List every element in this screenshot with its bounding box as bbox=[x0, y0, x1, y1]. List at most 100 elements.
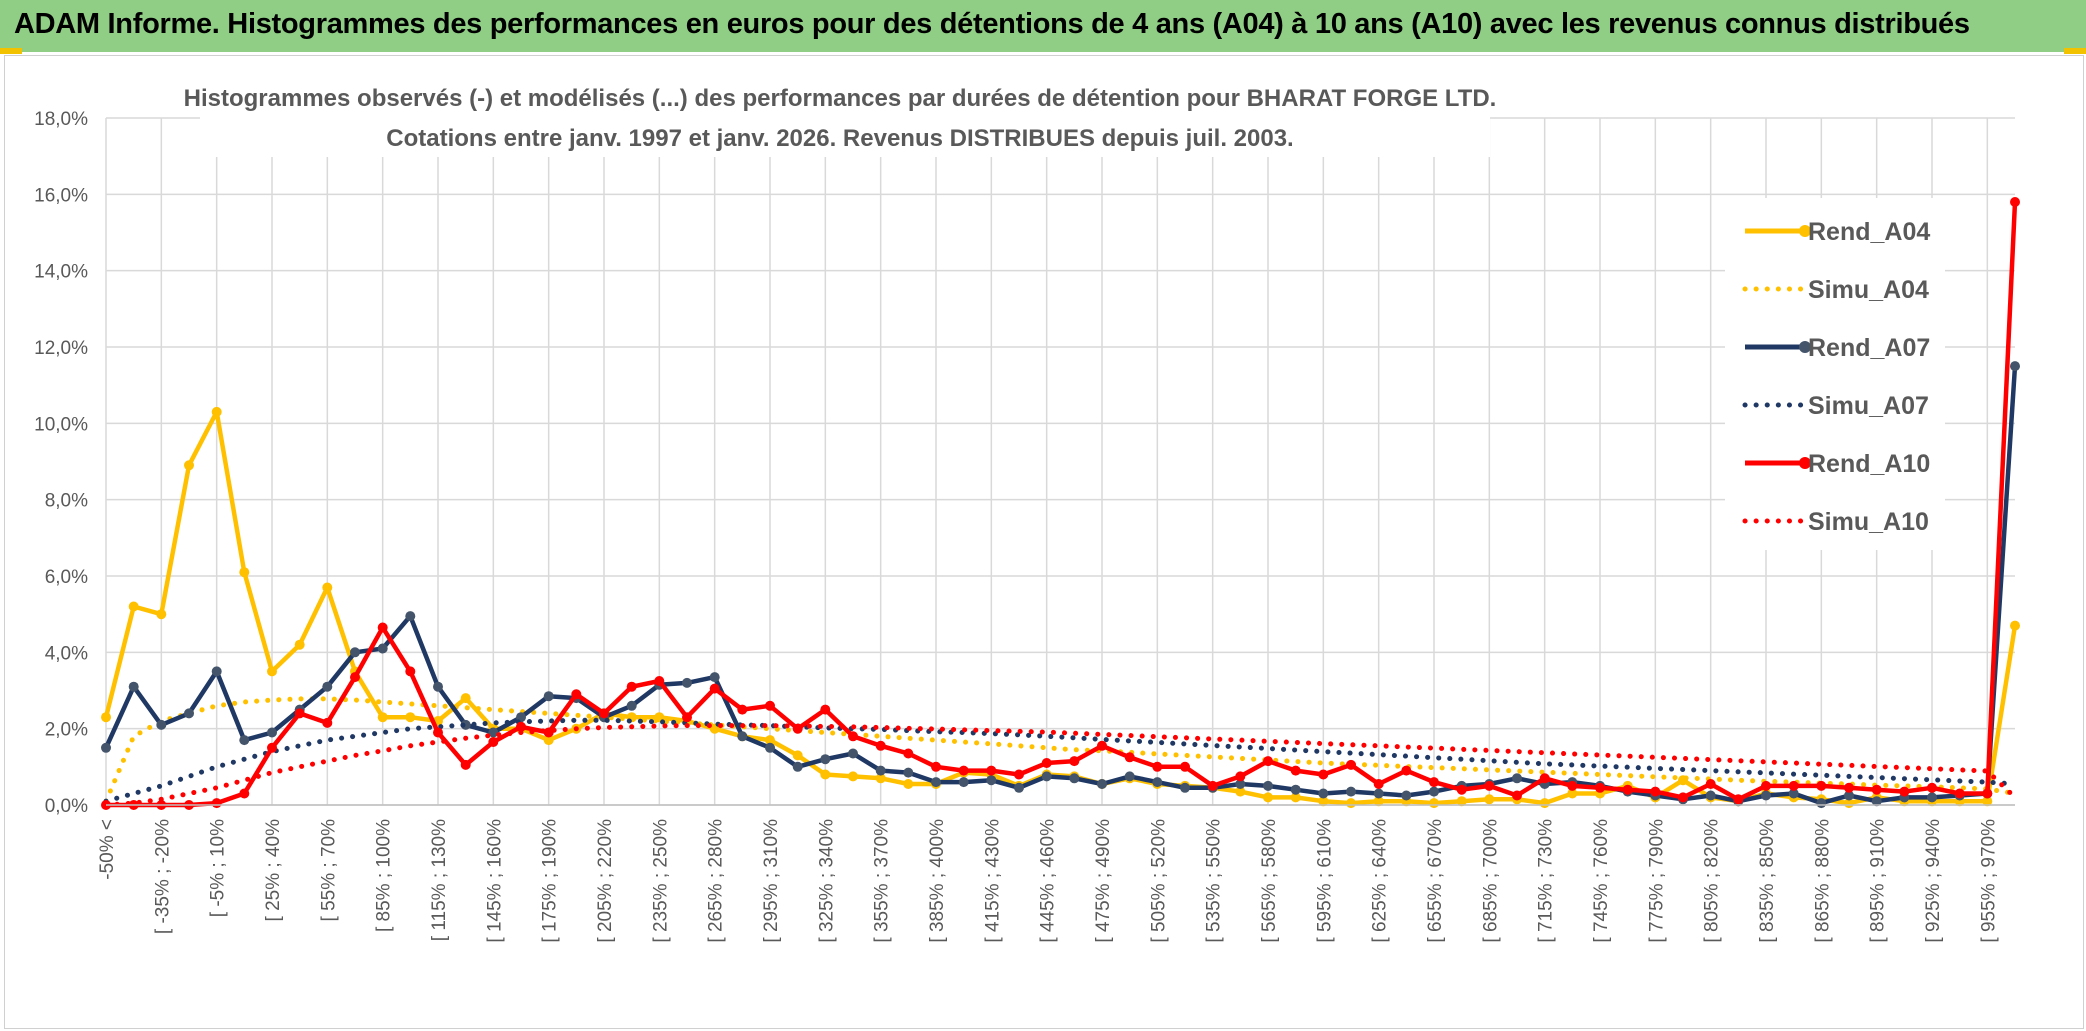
data-point-rend-a07 bbox=[2010, 361, 2020, 372]
data-point-rend-a10 bbox=[322, 717, 333, 728]
data-point-rend-a10 bbox=[433, 727, 443, 738]
data-point-rend-a07 bbox=[1290, 784, 1301, 795]
data-point-rend-a04 bbox=[820, 769, 831, 780]
legend-background bbox=[1725, 198, 1945, 550]
data-point-rend-a10 bbox=[1927, 782, 1937, 793]
x-tick-label: [ 955% ; 970% bbox=[1978, 819, 1999, 943]
y-tick-label: 0,0% bbox=[45, 796, 88, 817]
data-point-rend-a10 bbox=[848, 731, 858, 742]
x-tick-label: [ 595% ; 610% bbox=[1314, 819, 1335, 943]
data-point-rend-a07 bbox=[1788, 788, 1799, 799]
data-point-rend-a07 bbox=[488, 727, 499, 738]
data-point-rend-a07 bbox=[239, 735, 250, 746]
data-point-rend-a07 bbox=[1761, 790, 1771, 801]
x-tick-label: [ 565% ; 580% bbox=[1259, 819, 1280, 943]
data-point-rend-a07 bbox=[322, 681, 333, 692]
data-point-rend-a07 bbox=[1041, 771, 1052, 782]
data-point-rend-a04 bbox=[1539, 798, 1550, 809]
data-point-rend-a10 bbox=[1318, 769, 1329, 780]
y-tick-label: 16,0% bbox=[34, 185, 88, 206]
data-point-rend-a10 bbox=[1705, 779, 1716, 789]
chart-subtitle: Cotations entre janv. 1997 et janv. 2026… bbox=[386, 125, 1293, 152]
series-line-rend-a07 bbox=[103, 365, 2018, 806]
chart-title: Histogrammes observés (-) et modélisés (… bbox=[184, 85, 1497, 112]
data-point-rend-a07 bbox=[820, 754, 831, 765]
data-point-rend-a10 bbox=[931, 761, 941, 772]
data-point-rend-a04 bbox=[792, 750, 803, 761]
data-point-rend-a07 bbox=[1152, 777, 1163, 788]
data-point-rend-a04 bbox=[294, 639, 305, 650]
data-point-rend-a07 bbox=[156, 719, 167, 730]
data-point-rend-a07 bbox=[267, 727, 277, 738]
data-point-rend-a10 bbox=[543, 727, 554, 738]
series-line-simu-a10 bbox=[103, 723, 2018, 808]
data-point-rend-a04 bbox=[1429, 798, 1439, 809]
data-point-rend-a10 bbox=[1816, 780, 1827, 791]
data-point-rend-a07 bbox=[958, 777, 969, 788]
x-tick-label: [ 55% ; 70% bbox=[318, 819, 339, 922]
x-tick-label: [ 265% ; 280% bbox=[706, 819, 727, 943]
data-point-rend-a10 bbox=[599, 708, 609, 719]
data-point-rend-a07 bbox=[709, 672, 720, 683]
data-point-rend-a10 bbox=[1567, 780, 1578, 791]
data-point-rend-a10 bbox=[1069, 756, 1080, 767]
data-point-rend-a10 bbox=[1954, 788, 1965, 799]
x-tick-label: -50% < bbox=[97, 819, 118, 880]
data-point-rend-a10 bbox=[294, 708, 305, 719]
data-point-rend-a10 bbox=[571, 689, 582, 700]
data-point-rend-a10 bbox=[737, 704, 748, 715]
series-line-simu-a04 bbox=[103, 696, 2018, 804]
data-point-rend-a10 bbox=[1899, 786, 1910, 797]
data-point-rend-a10 bbox=[903, 748, 914, 759]
data-point-rend-a10 bbox=[2010, 197, 2020, 207]
data-point-rend-a04 bbox=[1235, 786, 1246, 797]
data-point-rend-a10 bbox=[1512, 790, 1522, 801]
x-tick-label: [ 415% ; 430% bbox=[982, 819, 1003, 943]
x-tick-label: [ 505% ; 520% bbox=[1148, 819, 1169, 943]
data-point-rend-a10 bbox=[1844, 782, 1854, 793]
data-point-rend-a04 bbox=[848, 771, 858, 782]
banner-accent-right bbox=[2064, 48, 2086, 54]
data-point-rend-a04 bbox=[460, 693, 471, 704]
data-point-rend-a07 bbox=[1816, 798, 1827, 809]
data-point-rend-a10 bbox=[488, 737, 499, 747]
data-point-rend-a10 bbox=[211, 798, 222, 809]
data-point-rend-a04 bbox=[1373, 796, 1384, 807]
data-point-rend-a10 bbox=[1207, 780, 1218, 791]
data-point-rend-a07 bbox=[875, 765, 886, 776]
data-point-rend-a04 bbox=[211, 406, 222, 417]
x-tick-label: [ 85% ; 100% bbox=[374, 819, 395, 932]
x-tick-label: [ 25% ; 40% bbox=[263, 819, 284, 922]
x-tick-label: [ 865% ; 880% bbox=[1812, 819, 1833, 943]
data-point-rend-a10 bbox=[1097, 740, 1107, 751]
data-point-rend-a04 bbox=[2010, 620, 2020, 631]
data-point-rend-a07 bbox=[350, 647, 360, 658]
data-point-rend-a07 bbox=[433, 681, 443, 692]
chart-title-block: Histogrammes observés (-) et modélisés (… bbox=[184, 77, 1497, 157]
data-point-rend-a07 bbox=[1014, 782, 1024, 793]
data-point-rend-a07 bbox=[737, 731, 748, 742]
data-point-rend-a07 bbox=[1235, 779, 1246, 789]
y-tick-label: 12,0% bbox=[34, 338, 88, 359]
x-tick-label: [ 745% ; 760% bbox=[1591, 819, 1612, 943]
x-tick-label: [ 145% ; 160% bbox=[484, 819, 505, 943]
legend-label-rend-a04: Rend_A04 bbox=[1808, 218, 1930, 246]
data-point-rend-a04 bbox=[1318, 796, 1329, 807]
data-point-rend-a04 bbox=[267, 666, 277, 677]
data-point-rend-a10 bbox=[1871, 784, 1882, 795]
x-tick-label: [ 355% ; 370% bbox=[872, 819, 893, 943]
data-point-rend-a10 bbox=[1373, 779, 1384, 789]
legend-marker-rend-a04 bbox=[1799, 225, 1811, 237]
data-point-rend-a07 bbox=[211, 666, 222, 677]
y-tick-label: 6,0% bbox=[45, 567, 88, 588]
legend: Rend_A04 Simu_A04 Rend_A07 Simu_A07 Rend_A10… bbox=[1725, 198, 1945, 550]
data-point-rend-a04 bbox=[156, 609, 167, 620]
y-tick-label: 10,0% bbox=[34, 414, 88, 435]
data-point-rend-a07 bbox=[377, 643, 388, 654]
data-point-rend-a07 bbox=[1512, 773, 1522, 784]
x-tick-label: [ 295% ; 310% bbox=[761, 819, 782, 943]
data-point-rend-a07 bbox=[1180, 782, 1190, 793]
series-line-rend-a10 bbox=[106, 201, 2018, 808]
x-tick-label: [ 655% ; 670% bbox=[1425, 819, 1446, 943]
y-tick-label: 18,0% bbox=[34, 109, 88, 130]
